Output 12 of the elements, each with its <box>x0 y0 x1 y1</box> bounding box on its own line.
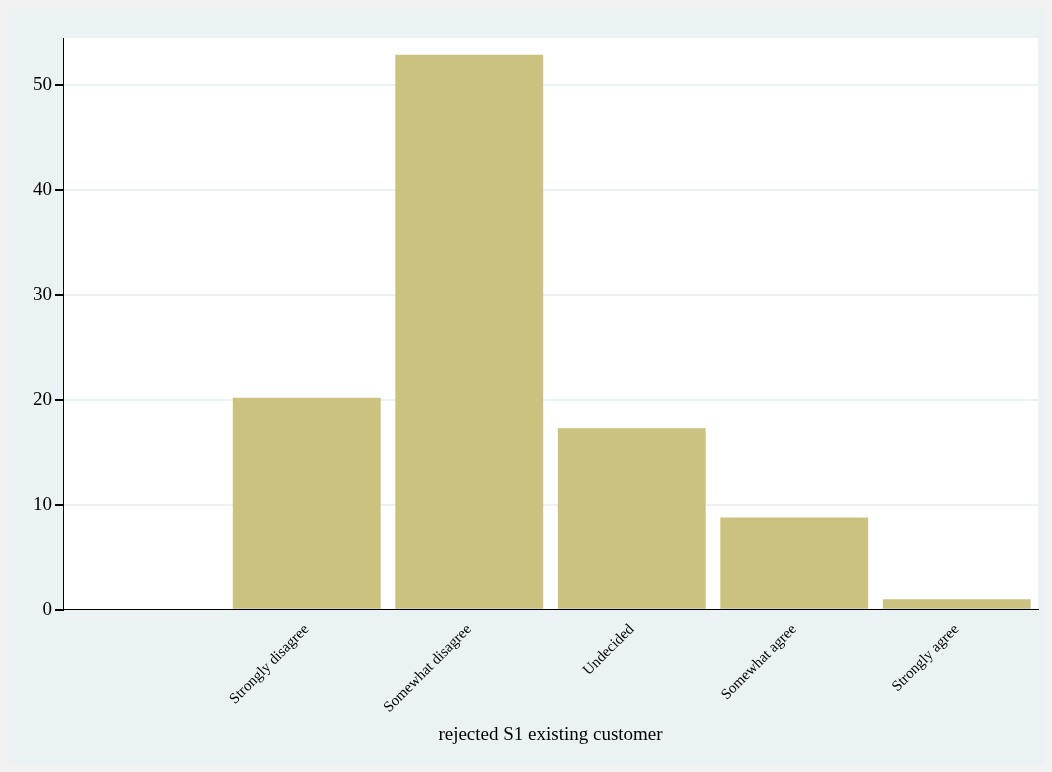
y-tick-label: 10 <box>33 492 52 514</box>
y-tick-label: 0 <box>42 597 52 619</box>
bar <box>882 599 1031 609</box>
y-tick-label: 30 <box>33 282 52 304</box>
x-axis-title: rejected S1 existing customer <box>438 722 664 744</box>
y-tick-label: 50 <box>33 73 52 95</box>
bar <box>557 428 706 609</box>
bar <box>720 517 869 609</box>
y-tick-label: 40 <box>33 178 52 200</box>
bar <box>395 54 544 609</box>
bar <box>232 397 381 609</box>
y-tick-label: 20 <box>33 387 52 409</box>
